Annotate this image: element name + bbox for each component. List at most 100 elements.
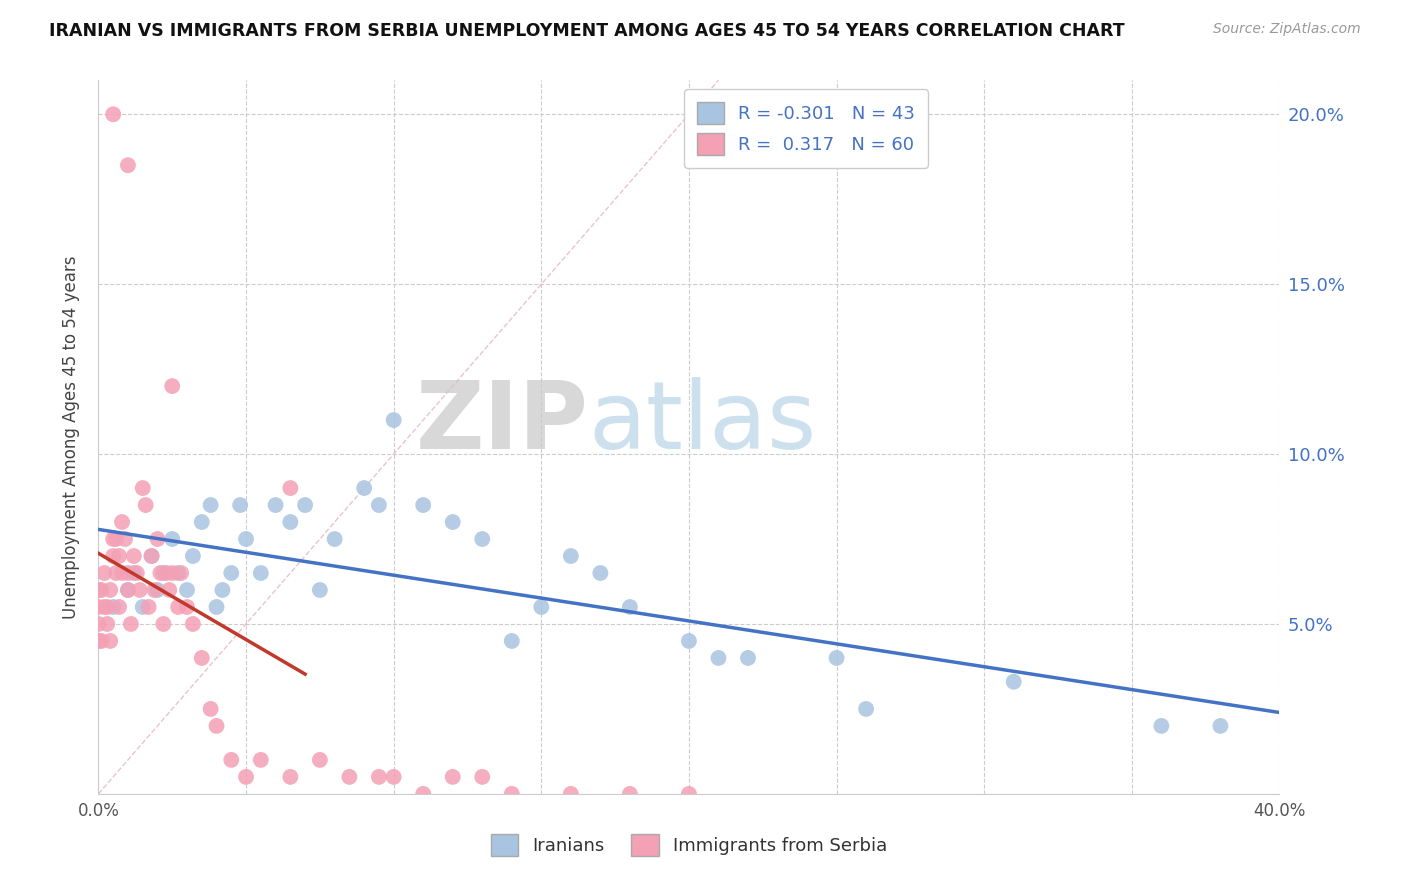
- Point: [152, 566, 174, 580]
- Point: [90, 582, 112, 597]
- Point: [589, 566, 612, 580]
- Point: [211, 582, 233, 597]
- Point: [412, 498, 434, 512]
- Point: [111, 566, 134, 580]
- Point: [149, 566, 172, 580]
- Point: [87, 617, 110, 632]
- Point: [87, 634, 110, 648]
- Point: [152, 617, 174, 632]
- Point: [167, 599, 190, 614]
- Point: [250, 753, 273, 767]
- Point: [191, 651, 214, 665]
- Point: [707, 651, 730, 665]
- Point: [229, 498, 252, 512]
- Point: [122, 566, 145, 580]
- Point: [441, 515, 464, 529]
- Point: [103, 549, 125, 563]
- Point: [103, 599, 125, 614]
- Point: [111, 515, 134, 529]
- Point: [1150, 719, 1173, 733]
- Point: [93, 566, 115, 580]
- Point: [135, 498, 157, 512]
- Point: [167, 566, 190, 580]
- Point: [737, 651, 759, 665]
- Text: ZIP: ZIP: [416, 376, 589, 469]
- Point: [143, 582, 166, 597]
- Point: [382, 413, 405, 427]
- Point: [294, 498, 316, 512]
- Point: [205, 599, 228, 614]
- Point: [117, 566, 139, 580]
- Point: [105, 566, 128, 580]
- Point: [132, 599, 155, 614]
- Point: [235, 532, 257, 546]
- Point: [619, 599, 641, 614]
- Point: [162, 379, 183, 393]
- Text: IRANIAN VS IMMIGRANTS FROM SERBIA UNEMPLOYMENT AMONG AGES 45 TO 54 YEARS CORRELA: IRANIAN VS IMMIGRANTS FROM SERBIA UNEMPL…: [49, 22, 1125, 40]
- Point: [619, 787, 641, 801]
- Point: [382, 770, 405, 784]
- Point: [122, 549, 145, 563]
- Point: [855, 702, 877, 716]
- Point: [98, 582, 121, 597]
- Point: [132, 481, 155, 495]
- Legend: Iranians, Immigrants from Serbia: Iranians, Immigrants from Serbia: [484, 827, 894, 863]
- Point: [117, 582, 139, 597]
- Point: [200, 498, 222, 512]
- Point: [368, 770, 391, 784]
- Point: [96, 599, 118, 614]
- Point: [93, 599, 115, 614]
- Point: [120, 617, 142, 632]
- Point: [90, 634, 112, 648]
- Point: [114, 532, 136, 546]
- Point: [162, 566, 183, 580]
- Point: [105, 532, 128, 546]
- Point: [280, 770, 302, 784]
- Point: [146, 532, 169, 546]
- Point: [339, 770, 361, 784]
- Point: [146, 582, 169, 597]
- Point: [87, 582, 110, 597]
- Point: [501, 787, 523, 801]
- Point: [353, 481, 375, 495]
- Point: [530, 599, 553, 614]
- Point: [103, 107, 125, 121]
- Point: [191, 515, 214, 529]
- Point: [205, 719, 228, 733]
- Point: [560, 549, 582, 563]
- Point: [108, 599, 131, 614]
- Point: [825, 651, 848, 665]
- Point: [117, 582, 139, 597]
- Point: [1209, 719, 1232, 733]
- Point: [181, 617, 204, 632]
- Point: [141, 549, 163, 563]
- Point: [176, 599, 198, 614]
- Text: atlas: atlas: [589, 376, 817, 469]
- Point: [235, 770, 257, 784]
- Point: [138, 599, 160, 614]
- Point: [441, 770, 464, 784]
- Point: [412, 787, 434, 801]
- Point: [560, 787, 582, 801]
- Point: [96, 617, 118, 632]
- Point: [280, 515, 302, 529]
- Text: Source: ZipAtlas.com: Source: ZipAtlas.com: [1213, 22, 1361, 37]
- Point: [87, 599, 110, 614]
- Point: [98, 634, 121, 648]
- Point: [108, 549, 131, 563]
- Y-axis label: Unemployment Among Ages 45 to 54 years: Unemployment Among Ages 45 to 54 years: [62, 255, 80, 619]
- Point: [170, 566, 193, 580]
- Point: [280, 481, 302, 495]
- Point: [501, 634, 523, 648]
- Point: [103, 532, 125, 546]
- Point: [221, 566, 243, 580]
- Point: [181, 549, 204, 563]
- Point: [162, 532, 183, 546]
- Point: [471, 770, 494, 784]
- Point: [323, 532, 346, 546]
- Point: [309, 582, 332, 597]
- Point: [368, 498, 391, 512]
- Point: [309, 753, 332, 767]
- Point: [141, 549, 163, 563]
- Point: [1002, 674, 1025, 689]
